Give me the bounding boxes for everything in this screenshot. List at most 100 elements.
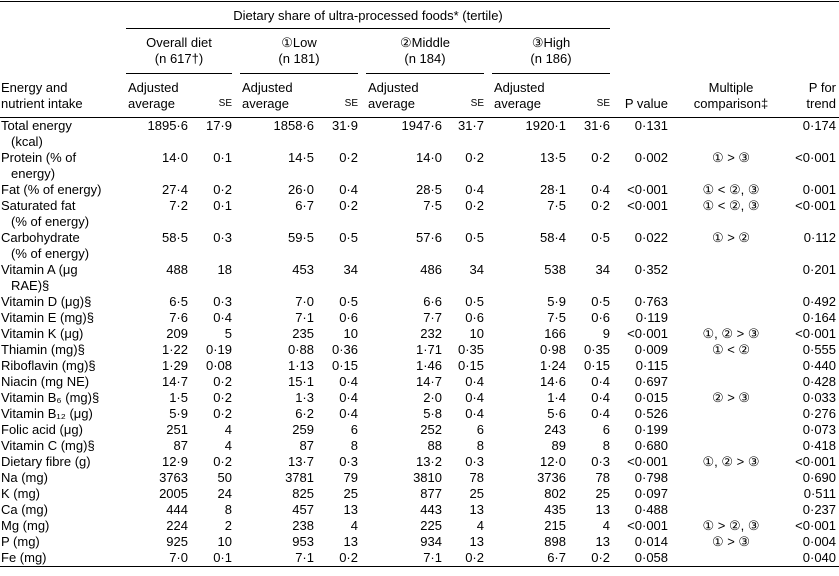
- row-label: Total energy (kcal): [0, 118, 122, 151]
- avg-value: 12·0: [539, 454, 566, 469]
- avg-cell: 934: [362, 534, 452, 550]
- se-cell: 0·5: [452, 230, 488, 262]
- avg-value: 215: [544, 518, 566, 533]
- se-cell: 13: [452, 534, 488, 550]
- p-cell: 0·015: [614, 390, 672, 406]
- se-value: 0·3: [213, 230, 232, 245]
- avg-value: 14·0: [161, 150, 188, 165]
- avg-value: 825: [292, 486, 314, 501]
- avg-value: 14·0: [415, 150, 442, 165]
- avg-cell: 14·0: [122, 150, 198, 182]
- comparison-cell: ①, ② > ③: [672, 454, 790, 470]
- avg-value: 7·0: [295, 294, 314, 309]
- header-row: Dietary share of ultra-processed foods* …: [0, 2, 839, 29]
- comparison-cell: [672, 438, 790, 454]
- avg-label: Adjusted: [368, 80, 419, 95]
- data-row: Fat (% of energy) 27·4 0·2 26·0 0·4 28·5 0·4 28…: [0, 182, 839, 198]
- trend-cell: 0·112: [790, 230, 839, 262]
- trend-value: 0·001: [802, 182, 837, 197]
- se-value: 0·6: [339, 310, 358, 325]
- data-row: Vitamin K (μg) 209 5 235 10 232 10 166 9 <0·001 ①,…: [0, 326, 839, 342]
- se-cell: 31·9: [324, 118, 362, 151]
- se-value: 31·9: [331, 118, 358, 133]
- avg-value: 3763: [159, 470, 188, 485]
- avg-cell: 1·71: [362, 342, 452, 358]
- trend-cell: 0·276: [790, 406, 839, 422]
- avg-value: 252: [420, 422, 442, 437]
- se-label: SE: [344, 98, 358, 109]
- avg-cell: 1947·6: [362, 118, 452, 151]
- avg-value: 14·5: [287, 150, 314, 165]
- avg-cell: 1·3: [236, 390, 324, 406]
- trend-value: 0·201: [802, 262, 837, 277]
- se-cell: 0·4: [576, 182, 614, 198]
- p-value: <0·001: [627, 518, 669, 533]
- avg-value: 7·5: [547, 198, 566, 213]
- avg-value: 259: [292, 422, 314, 437]
- avg-value: 235: [292, 326, 314, 341]
- row-label: Vitamin B₁₂ (μg): [0, 406, 122, 422]
- row-label-text: Folic acid (μg): [1, 422, 83, 437]
- avg-cell: 6·5: [122, 294, 198, 310]
- row-label: Saturated fat (% of energy): [0, 198, 122, 230]
- se-value: 0·2: [339, 198, 358, 213]
- se-value: 0·35: [457, 342, 484, 357]
- data-row: Total energy (kcal) 1895·6 17·9 1858·6 31·9 19…: [0, 118, 839, 151]
- avg-cell: 1·46: [362, 358, 452, 374]
- avg-value: 2005: [159, 486, 188, 501]
- avg-value: 13·7: [287, 454, 314, 469]
- se-cell: 5: [198, 326, 236, 342]
- p-value: 0·097: [634, 486, 669, 501]
- se-cell: 6: [452, 422, 488, 438]
- avg-cell: 27·4: [122, 182, 198, 198]
- avg-value: 6·7: [547, 550, 566, 565]
- avg-cell: 232: [362, 326, 452, 342]
- p-value: 0·352: [634, 262, 669, 277]
- se-value: 0·1: [213, 150, 232, 165]
- avg-cell: 7·1: [362, 550, 452, 567]
- avg-cell: 209: [122, 326, 198, 342]
- se-cell: 0·4: [198, 310, 236, 326]
- avg-cell: 5·9: [488, 294, 576, 310]
- avg-value: 1·46: [415, 358, 442, 373]
- trend-cell: 0·440: [790, 358, 839, 374]
- avg-cell: 14·6: [488, 374, 576, 390]
- se-cell: 0·1: [198, 150, 236, 182]
- avg-cell: 443: [362, 502, 452, 518]
- se-cell: 0·2: [452, 198, 488, 230]
- row-label: Vitamin B₆ (mg)§: [0, 390, 122, 406]
- trend-value: 0·237: [802, 502, 837, 517]
- trend-value: 0·073: [802, 422, 837, 437]
- avg-value: 7·0: [169, 550, 188, 565]
- group-rule: ③High (n 186): [492, 35, 611, 74]
- comparison-cell: [672, 470, 790, 486]
- se-value: 24: [217, 486, 232, 501]
- se-cell: 78: [452, 470, 488, 486]
- avg-cell: 453: [236, 262, 324, 294]
- trend-value: 0·418: [802, 438, 837, 453]
- se-value: 13: [469, 502, 484, 517]
- comparison-cell: ① < ②: [672, 342, 790, 358]
- comparison-cell: [672, 374, 790, 390]
- avg-value: 1858·6: [273, 118, 314, 133]
- se-cell: 0·2: [324, 150, 362, 182]
- row-label: Vitamin A (μg RAE)§: [0, 262, 122, 294]
- avg-cell: 444: [122, 502, 198, 518]
- row-label-text: (% of energy): [11, 246, 90, 261]
- se-value: 0·15: [457, 358, 484, 373]
- row-label-text: Vitamin B₆ (mg)§: [1, 390, 100, 405]
- data-row: Niacin (mg NE) 14·7 0·2 15·1 0·4 14·7 0·4 14·6 0…: [0, 374, 839, 390]
- se-value: 0·3: [213, 294, 232, 309]
- se-cell: 13: [324, 534, 362, 550]
- avg-cell: 6·7: [236, 198, 324, 230]
- avg-value: 3781: [285, 470, 314, 485]
- data-row: Na (mg) 3763 50 3781 79 3810 78 3736 78 0·798 0·69…: [0, 470, 839, 486]
- avg-value: 251: [166, 422, 188, 437]
- comparison-cell: ① > ②: [672, 230, 790, 262]
- data-row: Dietary fibre (g) 12·9 0·2 13·7 0·3 13·2 0·3 12…: [0, 454, 839, 470]
- se-value: 34: [343, 262, 358, 277]
- avg-cell: 6·2: [236, 406, 324, 422]
- p-value: 0·022: [634, 230, 669, 245]
- avg-value: 5·6: [547, 406, 566, 421]
- column-header-row: Energy and nutrient intake Adjusted average…: [0, 73, 839, 118]
